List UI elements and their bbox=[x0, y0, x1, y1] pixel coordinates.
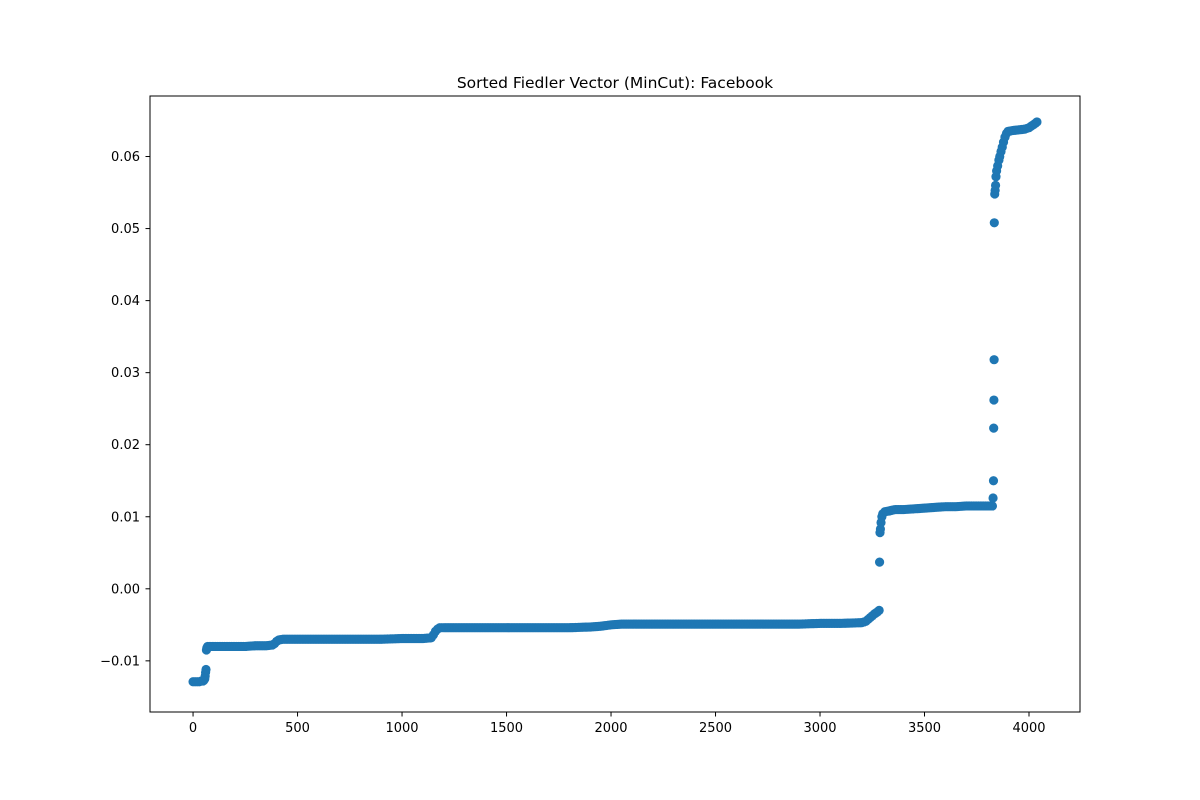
data-point-496 bbox=[989, 218, 999, 228]
y-axis: −0.01 0.00 0.01 0.02 0.03 0.04 0.05 0.06 bbox=[100, 150, 150, 669]
y-tick-label-3: 0.02 bbox=[111, 438, 140, 453]
x-tick-label-7: 3500 bbox=[908, 721, 941, 736]
data-point-421 bbox=[874, 605, 884, 616]
y-tick-label-7: 0.06 bbox=[111, 150, 140, 165]
x-tick-label-3: 1500 bbox=[490, 721, 523, 736]
x-tick-label-5: 2500 bbox=[699, 721, 732, 736]
y-tick-label-4: 0.03 bbox=[111, 366, 140, 381]
chart-title: Sorted Fiedler Vector (MinCut): Facebook bbox=[457, 74, 773, 92]
data-point-493 bbox=[989, 423, 999, 433]
x-tick-label-6: 3000 bbox=[803, 721, 836, 736]
data-point-526 bbox=[1032, 117, 1042, 127]
data-point-495 bbox=[989, 355, 999, 365]
x-axis: 0 500 1000 1500 2000 2500 3000 3500 4000 bbox=[189, 712, 1046, 736]
data-points bbox=[188, 117, 1042, 687]
x-tick-label-8: 4000 bbox=[1012, 721, 1045, 736]
data-point-499 bbox=[990, 180, 1001, 190]
data-point-492 bbox=[988, 476, 999, 486]
x-tick-label-2: 1000 bbox=[385, 721, 418, 736]
x-tick-label-0: 0 bbox=[189, 721, 197, 736]
x-tick-label-1: 500 bbox=[285, 721, 310, 736]
plot-frame bbox=[149, 95, 1081, 713]
y-tick-label-5: 0.04 bbox=[111, 294, 140, 309]
data-point-494 bbox=[989, 395, 999, 405]
y-tick-label-6: 0.05 bbox=[111, 222, 140, 237]
data-point-422 bbox=[874, 557, 885, 567]
y-tick-label-2: 0.01 bbox=[111, 510, 140, 525]
y-tick-label-0: −0.01 bbox=[100, 654, 140, 669]
y-tick-label-1: 0.00 bbox=[111, 582, 140, 597]
data-point-10 bbox=[201, 664, 211, 675]
data-point-491 bbox=[988, 493, 998, 503]
x-tick-label-4: 2000 bbox=[594, 721, 627, 736]
data-point-490 bbox=[987, 501, 998, 511]
